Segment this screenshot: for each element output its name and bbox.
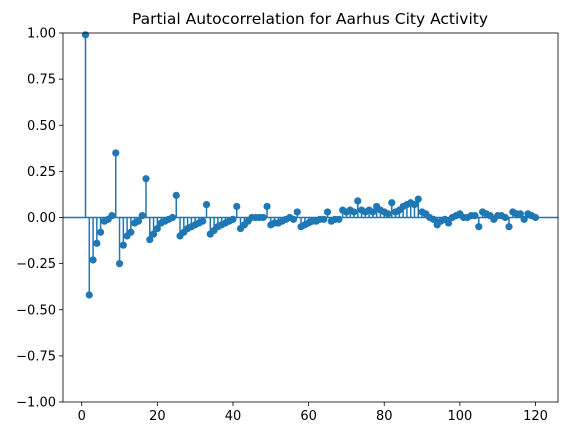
data-point-65 — [323, 208, 332, 216]
x-tick-label-20: 20 — [149, 409, 166, 424]
data-point-40 — [229, 215, 237, 223]
data-point-32 — [199, 217, 207, 225]
data-point-48 — [259, 213, 267, 222]
y-axis-ticks: −1.00 −0.75 −0.50 −0.25 0.00 0.25 0.50 0.75 1.00 — [16, 27, 63, 411]
data-point-73 — [354, 197, 362, 205]
x-tick-label-100: 100 — [447, 409, 472, 424]
y-tick-label-0: −1.00 — [16, 396, 56, 411]
x-tick-label-40: 40 — [225, 409, 242, 424]
data-point-57 — [293, 208, 301, 216]
data-point-117 — [520, 215, 528, 223]
data-point-19 — [149, 230, 158, 238]
y-tick-label-5: 0.25 — [27, 165, 56, 180]
y-tick-label-1: −0.75 — [16, 349, 56, 364]
data-point-41 — [233, 202, 241, 211]
y-tick-label-2: −0.50 — [16, 303, 56, 318]
data-point-3 — [89, 256, 97, 264]
y-tick-label-6: 0.50 — [27, 119, 56, 134]
data-point-56 — [289, 215, 298, 223]
x-tick-label-80: 80 — [376, 409, 393, 424]
data-point-112 — [501, 213, 509, 222]
y-tick-label-8: 1.00 — [27, 27, 56, 42]
x-tick-label-120: 120 — [523, 409, 548, 424]
data-point-120 — [531, 213, 540, 222]
data-point-104 — [471, 212, 479, 220]
points-layer — [81, 31, 540, 299]
data-point-9 — [112, 149, 120, 157]
data-point-25 — [172, 191, 180, 199]
data-point-105 — [475, 223, 483, 231]
data-point-5 — [97, 228, 105, 236]
data-point-4 — [93, 239, 101, 247]
data-point-2 — [85, 291, 93, 299]
data-point-113 — [505, 223, 513, 231]
data-point-116 — [516, 210, 524, 218]
data-point-82 — [388, 199, 396, 207]
data-point-33 — [202, 200, 211, 209]
y-tick-label-4: 0.00 — [27, 211, 56, 226]
data-point-20 — [153, 224, 161, 233]
data-point-88 — [410, 200, 419, 209]
y-tick-label-7: 0.75 — [27, 73, 56, 88]
data-point-17 — [142, 175, 150, 183]
data-point-8 — [108, 212, 116, 220]
data-point-77 — [369, 208, 377, 216]
plot-frame — [62, 32, 559, 403]
data-point-1 — [81, 31, 90, 39]
data-point-11 — [119, 241, 127, 249]
x-tick-label-0: 0 — [78, 409, 86, 424]
data-point-15 — [134, 217, 143, 225]
data-point-24 — [168, 213, 177, 222]
data-point-18 — [146, 236, 154, 244]
y-tick-label-3: −0.25 — [16, 257, 56, 272]
data-point-89 — [414, 195, 422, 203]
data-point-97 — [444, 219, 453, 227]
data-point-68 — [335, 215, 343, 223]
data-point-16 — [138, 212, 146, 220]
x-tick-label-60: 60 — [300, 409, 317, 424]
data-point-81 — [384, 210, 392, 218]
data-point-10 — [115, 260, 124, 268]
data-point-72 — [350, 208, 358, 216]
data-point-64 — [320, 215, 328, 223]
x-axis-ticks: 0 20 40 60 80 100 120 — [78, 402, 548, 424]
data-point-49 — [263, 202, 271, 211]
chart-title: Partial Autocorrelation for Aarhus City … — [132, 10, 488, 28]
data-point-93 — [429, 215, 437, 223]
data-point-13 — [127, 228, 135, 236]
